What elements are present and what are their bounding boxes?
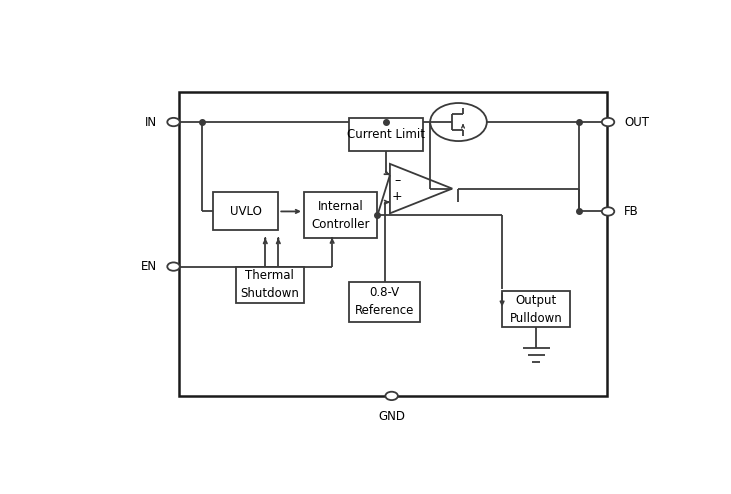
Text: UVLO: UVLO bbox=[230, 205, 262, 218]
Text: EN: EN bbox=[140, 260, 156, 273]
Circle shape bbox=[385, 392, 398, 400]
Text: Thermal
Shutdown: Thermal Shutdown bbox=[240, 269, 299, 300]
Text: GND: GND bbox=[378, 411, 405, 423]
FancyBboxPatch shape bbox=[349, 282, 420, 322]
Text: Output
Pulldown: Output Pulldown bbox=[510, 294, 562, 325]
FancyBboxPatch shape bbox=[502, 291, 570, 328]
Text: FB: FB bbox=[624, 205, 639, 218]
Text: –: – bbox=[394, 174, 401, 187]
FancyBboxPatch shape bbox=[179, 91, 607, 396]
Text: 0.8-V
Reference: 0.8-V Reference bbox=[355, 286, 414, 317]
Text: +: + bbox=[392, 191, 403, 204]
Text: IN: IN bbox=[145, 116, 156, 128]
FancyBboxPatch shape bbox=[213, 193, 279, 230]
Circle shape bbox=[602, 118, 614, 126]
Text: Internal
Controller: Internal Controller bbox=[311, 200, 370, 231]
FancyBboxPatch shape bbox=[304, 193, 377, 238]
Circle shape bbox=[167, 262, 180, 271]
FancyBboxPatch shape bbox=[349, 118, 423, 151]
Text: Current Limit: Current Limit bbox=[347, 128, 425, 141]
Circle shape bbox=[430, 103, 487, 141]
FancyBboxPatch shape bbox=[236, 267, 304, 303]
Circle shape bbox=[167, 118, 180, 126]
Text: OUT: OUT bbox=[624, 116, 649, 128]
Circle shape bbox=[602, 207, 614, 215]
